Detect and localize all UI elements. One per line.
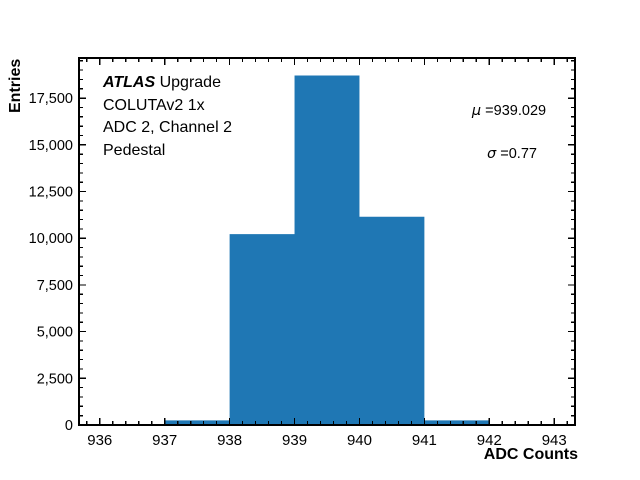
y-tick-label: 5,000: [37, 325, 73, 341]
x-tick-labels: 936 937 938 939 940 941 942 943: [87, 432, 566, 449]
experiment-annotation-line1: ATLAS Upgrade: [102, 74, 221, 91]
x-tick-label: 938: [217, 432, 242, 449]
y-axis-label: Entries: [7, 59, 24, 113]
y-tick-label: 7,500: [37, 278, 73, 294]
histogram-bar-silhouette: [164, 75, 490, 425]
x-tick-label: 941: [412, 432, 437, 449]
mu-value: =939.029: [481, 103, 546, 119]
x-tick-label: 937: [152, 432, 177, 449]
sigma-value: =0.77: [496, 146, 537, 162]
y-tick-label: 15,000: [29, 138, 73, 154]
x-tick-label: 943: [542, 432, 567, 449]
plot-frame: [78, 57, 576, 426]
y-tick-label: 0: [65, 418, 73, 434]
x-tick-label: 939: [282, 432, 307, 449]
histogram-bars: [164, 75, 490, 425]
x-tick-label: 942: [477, 432, 502, 449]
sigma-symbol: σ: [487, 146, 497, 162]
axis-ticks: [79, 58, 575, 426]
y-tick-label: 17,500: [29, 91, 73, 107]
y-tick-label: 12,500: [29, 185, 73, 201]
y-tick-label: 10,000: [29, 231, 73, 247]
y-tick-label: 2,500: [37, 371, 73, 387]
atlas-label: ATLAS: [102, 74, 155, 91]
upgrade-label: Upgrade: [155, 74, 221, 91]
sigma-stat: σ =0.77: [487, 146, 537, 162]
x-axis-label: ADC Counts: [484, 446, 578, 463]
x-tick-label: 940: [347, 432, 372, 449]
experiment-annotation-line3: ADC 2, Channel 2: [103, 119, 232, 136]
mu-symbol: μ: [471, 103, 481, 119]
experiment-annotation-line4: Pedestal: [103, 142, 165, 159]
mu-stat: μ =939.029: [471, 103, 546, 119]
experiment-annotation-line2: COLUTAv2 1x: [103, 97, 205, 114]
y-tick-labels: 0 2,500 5,000 7,500 10,000 12,500 15,000 17,500: [29, 91, 73, 434]
x-tick-label: 936: [87, 432, 112, 449]
